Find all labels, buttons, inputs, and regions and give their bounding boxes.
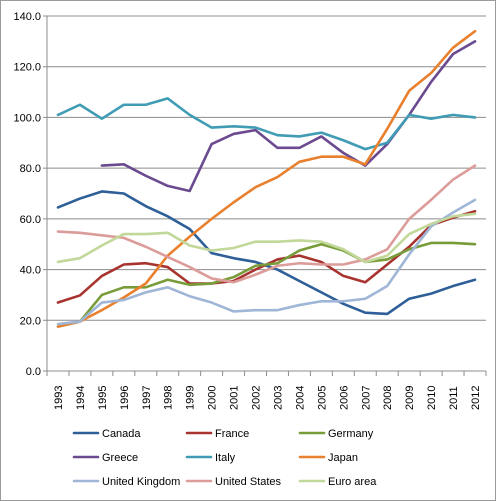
gridlines bbox=[47, 15, 486, 321]
x-tick-label: 2012 bbox=[470, 386, 482, 410]
y-tick-label: 40.0 bbox=[20, 265, 41, 277]
y-tick-labels: 0.0 20.0 40.0 60.0 80.0 100.0 120.0 140.0 bbox=[13, 11, 41, 378]
x-tick-label: 2000 bbox=[207, 386, 219, 410]
series-line-united-kingdom bbox=[56, 198, 477, 326]
legend-label: Japan bbox=[328, 452, 358, 464]
x-tick-label: 2001 bbox=[229, 386, 241, 410]
legend-label: Germany bbox=[328, 428, 374, 440]
x-tick-label: 2010 bbox=[426, 386, 438, 410]
y-tick-label: 80.0 bbox=[20, 163, 41, 175]
axes bbox=[43, 15, 487, 376]
legend-item: Japan bbox=[298, 452, 358, 464]
legend-item: Canada bbox=[72, 428, 141, 440]
y-tick-label: 140.0 bbox=[13, 11, 41, 23]
legend-item: Italy bbox=[185, 452, 236, 464]
y-tick-label: 20.0 bbox=[20, 315, 41, 327]
series-line-euro-area bbox=[56, 212, 477, 264]
series-line-greece bbox=[100, 40, 477, 193]
legend-label: France bbox=[215, 428, 249, 440]
x-tick-label: 2005 bbox=[316, 386, 328, 410]
y-tick-label: 100.0 bbox=[13, 112, 41, 124]
x-tick-label: 2006 bbox=[338, 386, 350, 410]
series-line-united-states bbox=[56, 164, 477, 284]
x-tick-label: 2004 bbox=[294, 386, 306, 410]
x-tick-label: 1995 bbox=[97, 386, 109, 410]
y-tick-label: 0.0 bbox=[26, 366, 41, 378]
legend-item: Germany bbox=[298, 428, 374, 440]
legend-label: Euro area bbox=[328, 476, 377, 488]
x-tick-label: 1994 bbox=[75, 386, 87, 410]
x-tick-label: 2003 bbox=[272, 386, 284, 410]
legend-item: France bbox=[185, 428, 249, 440]
x-tick-label: 1999 bbox=[185, 386, 197, 410]
x-tick-label: 1996 bbox=[119, 386, 131, 410]
series-line-canada bbox=[56, 190, 477, 316]
series-line-japan bbox=[56, 29, 477, 328]
x-tick-label: 1998 bbox=[163, 386, 175, 410]
series-line-italy bbox=[56, 97, 477, 151]
legend-label: United Kingdom bbox=[102, 476, 180, 488]
x-tick-label: 2007 bbox=[360, 386, 372, 410]
legend-item: Greece bbox=[72, 452, 138, 464]
legend-item: United States bbox=[185, 476, 282, 488]
legend-item: United Kingdom bbox=[72, 476, 180, 488]
x-tick-label: 2008 bbox=[382, 386, 394, 410]
legend-item: Euro area bbox=[298, 476, 377, 488]
x-tick-label: 2009 bbox=[404, 386, 416, 410]
series-line-germany bbox=[56, 241, 477, 328]
legend-label: Canada bbox=[102, 428, 141, 440]
x-tick-label: 1993 bbox=[53, 386, 65, 410]
x-tick-labels: 1993 1994 1995 1996 1997 1998 1999 2000 2001 2002… bbox=[53, 386, 482, 410]
x-tick-label: 1997 bbox=[141, 386, 153, 410]
legend-label: Italy bbox=[215, 452, 236, 464]
legend: Canada France Germany Greece Italy Japan Unite… bbox=[72, 428, 377, 488]
y-tick-label: 120.0 bbox=[13, 62, 41, 74]
x-tick-label: 2002 bbox=[251, 386, 263, 410]
y-tick-label: 60.0 bbox=[20, 214, 41, 226]
series-lines bbox=[56, 29, 477, 328]
legend-label: Greece bbox=[102, 452, 138, 464]
legend-label: United States bbox=[215, 476, 282, 488]
x-tick-label: 2011 bbox=[448, 386, 460, 410]
